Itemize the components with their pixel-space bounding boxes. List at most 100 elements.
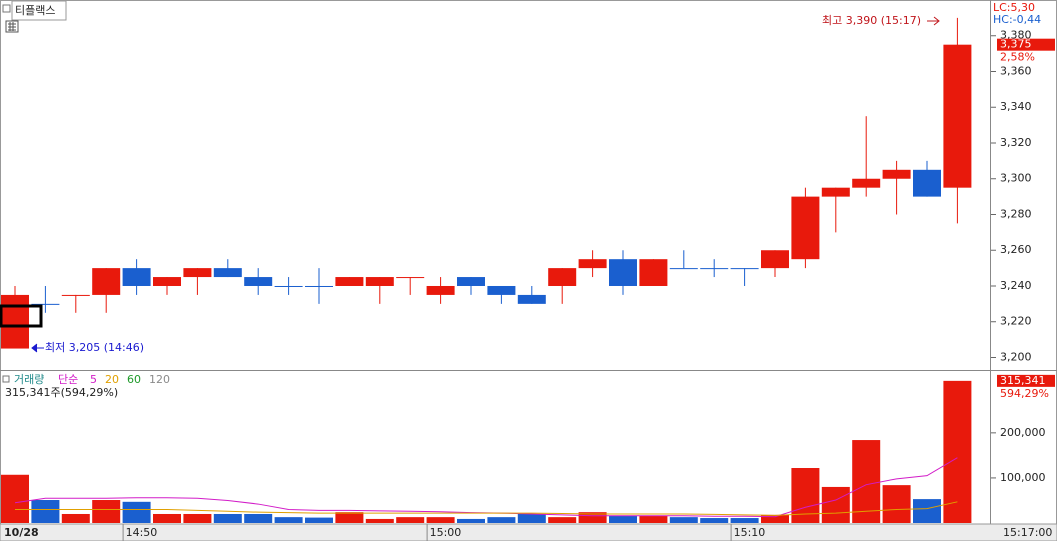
x-axis-strip (0, 523, 1057, 541)
low-arrow (31, 343, 44, 353)
candle-body (305, 285, 333, 287)
y-tick-label: 200,000 (1000, 426, 1046, 439)
candle-body (882, 169, 911, 179)
candle-body (335, 277, 364, 286)
candle-body (1, 294, 29, 349)
volume-box (997, 374, 1055, 387)
candle-body (913, 169, 941, 197)
volume-bar (882, 485, 911, 523)
high-arrow (927, 16, 940, 26)
volume-ratio-label: 594,29% (1000, 387, 1049, 400)
change-label: 2,58% (1000, 51, 1035, 64)
menu-icon[interactable] (2, 375, 10, 383)
candle-body (700, 268, 729, 270)
price-box-label: 3,375 (1000, 38, 1032, 51)
volume-bar (274, 517, 303, 523)
current-time: 15:17:00 (1003, 526, 1052, 539)
legend-entry: 120 (149, 373, 170, 386)
x-tick-label: 14:50 (126, 526, 158, 539)
candle-body (578, 259, 607, 269)
candle-body (791, 196, 820, 260)
volume-bar (487, 517, 516, 523)
y-tick-label: 3,340 (1000, 100, 1032, 113)
symbol-box[interactable] (11, 0, 67, 21)
hc-label: HC:-0,44 (993, 13, 1041, 26)
y-tick-label: 3,220 (1000, 315, 1032, 328)
volume-bar (913, 499, 941, 523)
volume-bar (305, 517, 333, 523)
volume-bar (153, 513, 181, 523)
x-tick-label: 10/28 (4, 526, 39, 539)
candle-body (548, 268, 577, 286)
y-tick-label: 3,260 (1000, 243, 1032, 256)
candle-body (274, 285, 303, 287)
lc-label: LC:5,30 (993, 1, 1035, 14)
candle-body (609, 259, 637, 286)
candle-body (669, 268, 698, 270)
volume-bar (578, 512, 607, 523)
volume-bar (92, 500, 121, 523)
volume-bar (700, 518, 729, 523)
legend-entry: 20 (105, 373, 119, 386)
table-icon-grid (8, 22, 16, 31)
symbol-name: 티플랙스 (15, 4, 55, 17)
candle-body (943, 44, 972, 188)
volume-bar (183, 513, 212, 523)
volume-bar (821, 486, 850, 523)
candle-body (639, 259, 668, 286)
high-annotation: 최고 3,390 (15:17) (822, 14, 921, 27)
candle-body (487, 285, 516, 295)
y-tick-label: 3,200 (1000, 350, 1032, 363)
y-tick-label: 3,300 (1000, 172, 1032, 185)
menu-icon[interactable] (2, 4, 11, 13)
candle-body (122, 268, 151, 286)
volume-bar (396, 517, 425, 523)
volume-bar (61, 513, 90, 523)
x-tick-label: 15:10 (734, 526, 766, 539)
candle-body (457, 277, 485, 286)
candle-body (92, 268, 121, 295)
ma-type: 단순 (58, 373, 78, 386)
candle-body (852, 178, 881, 188)
y-tick-label: 100,000 (1000, 471, 1046, 484)
legend-entry: 60 (127, 373, 141, 386)
volume-bar (639, 515, 668, 523)
candle-body (213, 268, 242, 278)
volume-bar (365, 518, 394, 523)
volume-bar (213, 513, 242, 523)
candle-body (396, 277, 425, 279)
x-tick-label: 15:00 (430, 526, 462, 539)
y-tick-label: 3,240 (1000, 279, 1032, 292)
volume-bar (426, 517, 455, 523)
candle-body (761, 250, 789, 269)
candle-body (61, 294, 90, 296)
y-tick-label: 3,380 (1000, 29, 1032, 42)
volume-bar (517, 513, 546, 523)
y-tick-label: 3,280 (1000, 207, 1032, 220)
candle-body (426, 285, 455, 295)
candle-body (517, 294, 546, 304)
candle-body (153, 277, 181, 286)
volume-bar (31, 500, 60, 523)
volume-bar (943, 380, 972, 523)
volume-bar (457, 518, 485, 523)
volume-summary: 315,341주(594,29%) (5, 386, 118, 399)
volume-title: 거래량 (14, 373, 44, 386)
y-tick-label: 3,360 (1000, 64, 1032, 77)
volume-bar (730, 518, 759, 523)
cursor-box (0, 304, 43, 328)
volume-bar (548, 517, 577, 523)
volume-bar (669, 517, 698, 523)
volume-bar (852, 440, 881, 523)
volume-bar (244, 513, 273, 523)
candle-body (730, 268, 759, 270)
candle-body (244, 277, 273, 286)
moving-average (15, 501, 958, 516)
volume-bar (335, 512, 364, 523)
volume-bar (761, 514, 789, 523)
volume-bar (122, 501, 151, 523)
volume-bar (609, 515, 637, 523)
candle-body (821, 187, 850, 197)
